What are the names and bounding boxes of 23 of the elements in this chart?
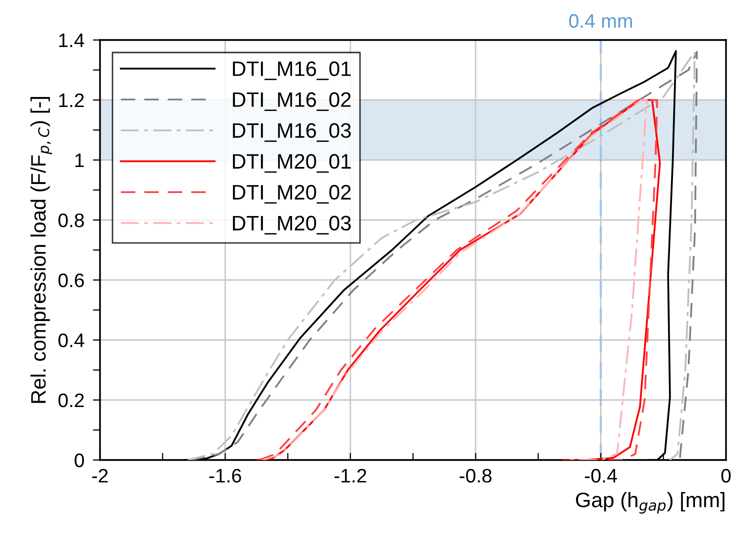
x-tick-label: -1.6: [209, 468, 242, 483]
y-tick-label: 0.4: [58, 333, 84, 348]
y-tick-label: 1.4: [59, 34, 84, 48]
legend-label: DTI_M16_02: [232, 92, 351, 111]
y-tick-label: 0.6: [58, 273, 84, 288]
legend-label: DTI_M20_02: [232, 184, 351, 204]
x-tick-label: -0.4: [584, 468, 617, 483]
y-tick-label: 0: [74, 453, 84, 468]
legend-label: DTI_M16_03: [232, 123, 351, 142]
y-tick-label: 0.8: [58, 213, 84, 228]
x-tick-label: -0.8: [460, 468, 492, 483]
x-tick-label: -2: [92, 468, 108, 482]
y-tick-label: 1.2: [59, 93, 84, 108]
legend-label: DTI_M16_01: [232, 61, 351, 80]
legend-label: DTI_M20_03: [232, 216, 351, 234]
legend-label: DTI_M20_01: [232, 154, 351, 173]
x-axis-title: Gap (h$_{gap}$) [mm]: [576, 492, 724, 514]
y-tick-label: 0.2: [58, 393, 84, 408]
ref-line-label: 0.4 mm: [569, 14, 632, 28]
y-axis-title: Rel. compression load (F/F$_{p,C}$) [-]: [30, 97, 52, 403]
y-tick-label: 1: [75, 154, 84, 168]
x-tick-label: -1.2: [334, 468, 366, 482]
x-tick-label: 0: [721, 468, 731, 483]
